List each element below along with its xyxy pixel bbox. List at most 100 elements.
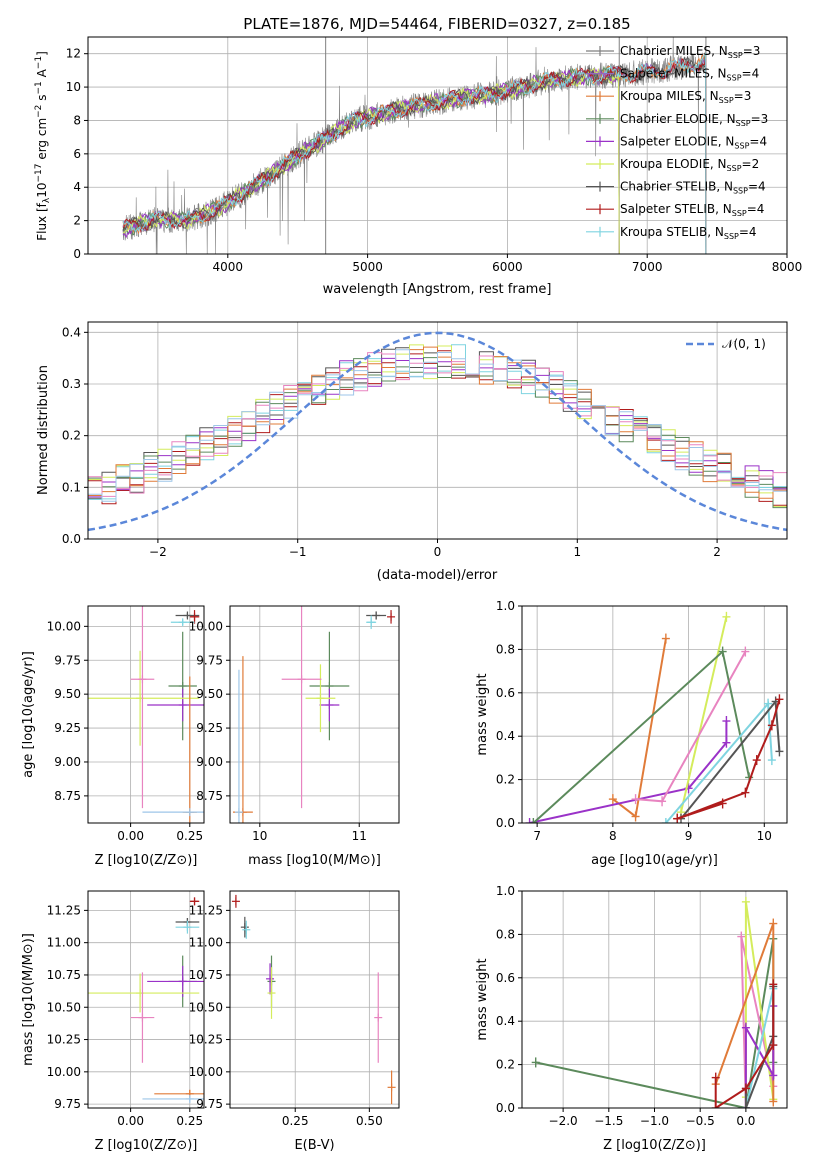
- y-axis-label: Flux [fλ10−17 erg cm−2 s−1 A−1]: [34, 51, 52, 241]
- y-tick-label: 10.50: [47, 1000, 81, 1014]
- plot-frame: [229, 890, 400, 1109]
- x-tick-label: 7: [533, 829, 541, 843]
- legend: Chabrier MILES, NSSP=3 Salpeter MILES, NS…: [586, 44, 768, 241]
- marks: [88, 897, 204, 1103]
- x-axis-label: Z [log10(Z/Z⊙)]: [95, 1138, 198, 1153]
- y-tick-label: 11.00: [47, 936, 81, 950]
- errorbar-point: [242, 920, 251, 939]
- y-tick-label: 9.75: [196, 653, 223, 667]
- y-tick-label: 0.2: [496, 773, 515, 787]
- residual-histogram: [88, 344, 787, 507]
- ticks: 7 8 9 10 0.0 0.2 0.4 0.6 0.8 1.0: [496, 599, 772, 843]
- y-tick-label: 0.4: [496, 729, 515, 743]
- legend-label: Chabrier MILES, NSSP=3: [620, 44, 760, 60]
- model-spectrum: [122, 68, 620, 255]
- x-tick-label: 0: [434, 545, 442, 559]
- grid: [522, 890, 787, 1109]
- y-axis-label: mass weight: [475, 958, 490, 1040]
- errorbar-point: [175, 920, 200, 934]
- plot-frame: [87, 605, 205, 824]
- y-axis-label: mass [log10(M/M⊙)]: [21, 933, 36, 1066]
- y-tick-label: 10.00: [189, 619, 223, 633]
- errorbar-point: [170, 618, 195, 627]
- legend-label: Kroupa STELIB, NSSP=4: [620, 225, 757, 241]
- y-tick-label: 9.75: [196, 1097, 223, 1111]
- mass_vs_ebv-panel: 0.25 0.50 9.75 10.00 10.25 10.50 10.75 11.00 11.…: [189, 890, 400, 1153]
- weight-line: [676, 802, 723, 820]
- x-tick-label: 7000: [632, 260, 663, 274]
- y-tick-label: 0.3: [62, 377, 81, 391]
- x-tick-label: 0.00: [117, 829, 144, 843]
- errorbar-point: [130, 972, 155, 1063]
- weight-line: [532, 649, 751, 823]
- y-tick-label: 9.75: [54, 653, 81, 667]
- errorbar-point: [189, 897, 200, 906]
- plot-frame: [521, 605, 788, 824]
- errorbar-point: [231, 894, 240, 908]
- x-tick-label: 9: [685, 829, 693, 843]
- grid: [230, 891, 399, 1108]
- plot-frame: [87, 36, 788, 255]
- x-tick-label: 11: [352, 829, 367, 843]
- x-tick-label: −0.5: [686, 1114, 715, 1128]
- y-tick-label: 10.00: [47, 619, 81, 633]
- x-tick-label: 10: [757, 829, 772, 843]
- x-tick-label: −2: [149, 545, 167, 559]
- legend-label: 𝒩(0, 1): [722, 337, 766, 351]
- y-tick-label: 4: [73, 180, 81, 194]
- residual-histogram: [88, 357, 787, 509]
- y-tick-label: 9.50: [54, 687, 81, 701]
- x-tick-label: 0.25: [176, 1114, 203, 1128]
- age_vs_Z-panel: 0.00 0.25 8.75 9.00 9.25 9.50 9.75 10.00 Z [log1…: [21, 605, 205, 868]
- x-axis-label: (data-model)/error: [377, 568, 498, 583]
- weight-line: [680, 616, 728, 813]
- y-tick-label: 0.0: [62, 532, 81, 546]
- y-tick-label: 10.75: [47, 968, 81, 982]
- grid: [88, 606, 204, 823]
- marks: [525, 611, 784, 823]
- y-axis-label: Normed distribution: [36, 365, 51, 495]
- errorbar-point: [267, 967, 276, 1019]
- y-tick-label: 9.00: [196, 755, 223, 769]
- x-tick-label: −1.5: [594, 1114, 623, 1128]
- legend: 𝒩(0, 1): [686, 337, 766, 351]
- marks: [232, 606, 396, 823]
- x-tick-label: 0.25: [282, 1114, 309, 1128]
- weight-line: [635, 651, 747, 803]
- errorbar-point: [130, 606, 155, 809]
- errorbar-point: [305, 664, 336, 733]
- x-tick-label: 0.50: [356, 1114, 383, 1128]
- plot-frame: [229, 605, 400, 824]
- x-tick-label: 10: [252, 829, 267, 843]
- mass_vs_Z-panel: 0.00 0.25 9.75 10.00 10.25 10.50 10.75 11.00 11.…: [21, 890, 205, 1153]
- legend-label: Salpeter MILES, NSSP=4: [620, 67, 759, 83]
- x-axis-label: mass [log10(M/M⊙)]: [248, 853, 381, 868]
- y-tick-label: 10.25: [189, 1033, 223, 1047]
- ticks: 0.25 0.50 9.75 10.00 10.25 10.50 10.75 11.00 11.…: [189, 903, 383, 1128]
- spectrum-panel: PLATE=1876, MJD=54464, FIBERID=0327, z=0…: [34, 15, 802, 297]
- ticks: −2 −1 0 1 2 0.0 0.1 0.2 0.3 0.4: [62, 325, 721, 559]
- y-tick-label: 10.75: [189, 968, 223, 982]
- plot-frame: [521, 890, 788, 1109]
- x-tick-label: 6000: [492, 260, 523, 274]
- legend-label: Chabrier ELODIE, NSSP=3: [620, 112, 768, 128]
- x-tick-label: 5000: [352, 260, 383, 274]
- ticks: 4000 5000 6000 7000 8000 0 2 4 6 8 10 12: [66, 47, 803, 274]
- errorbar-point: [88, 973, 200, 1013]
- x-axis-label: Z [log10(Z/Z⊙)]: [95, 853, 198, 868]
- errorbar-point: [319, 688, 340, 722]
- y-tick-label: 11.25: [47, 903, 81, 917]
- errorbar-point: [281, 606, 322, 809]
- y-tick-label: 8: [73, 113, 81, 127]
- y-axis-label: mass weight: [475, 673, 490, 755]
- legend-label: Salpeter STELIB, NSSP=4: [620, 202, 764, 218]
- errorbar-point: [189, 610, 200, 624]
- weight_vs_age-panel: 7 8 9 10 0.0 0.2 0.4 0.6 0.8 1.0 age [log10(age/yr…: [475, 599, 788, 868]
- x-tick-label: −1: [289, 545, 307, 559]
- y-tick-label: 1.0: [496, 599, 515, 613]
- errorbar-point: [366, 615, 377, 630]
- residuals-panel: 𝒩(0, 1) (data-model)/error Normed distri…: [36, 321, 788, 583]
- y-tick-label: 0: [73, 247, 81, 261]
- model-spectrum: [122, 52, 707, 255]
- x-axis-label: Z [log10(Z/Z⊙)]: [603, 1138, 706, 1153]
